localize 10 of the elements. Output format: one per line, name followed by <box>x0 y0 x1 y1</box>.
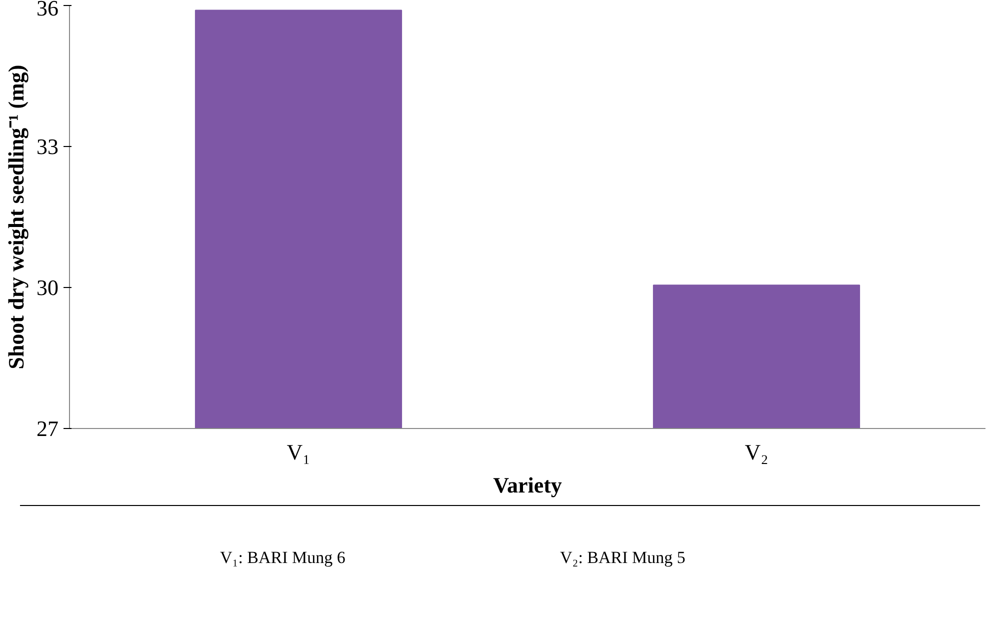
y-axis-title: Shoot dry weight seedling⁻¹ (mg) <box>4 64 28 370</box>
text: V₂: BARI Mung 5 <box>560 547 686 569</box>
text: V₁: BARI Mung 6 <box>220 547 346 569</box>
x-axis-title: Variety <box>493 472 562 498</box>
x-tick-label: V₁ <box>286 440 310 464</box>
y-tick-label: 27 <box>36 416 58 441</box>
y-tick-label: 33 <box>36 134 58 159</box>
y-tick-label: 30 <box>36 275 58 300</box>
x-tick-label: V₂ <box>744 440 768 464</box>
y-tick-label: 36 <box>36 0 58 20</box>
